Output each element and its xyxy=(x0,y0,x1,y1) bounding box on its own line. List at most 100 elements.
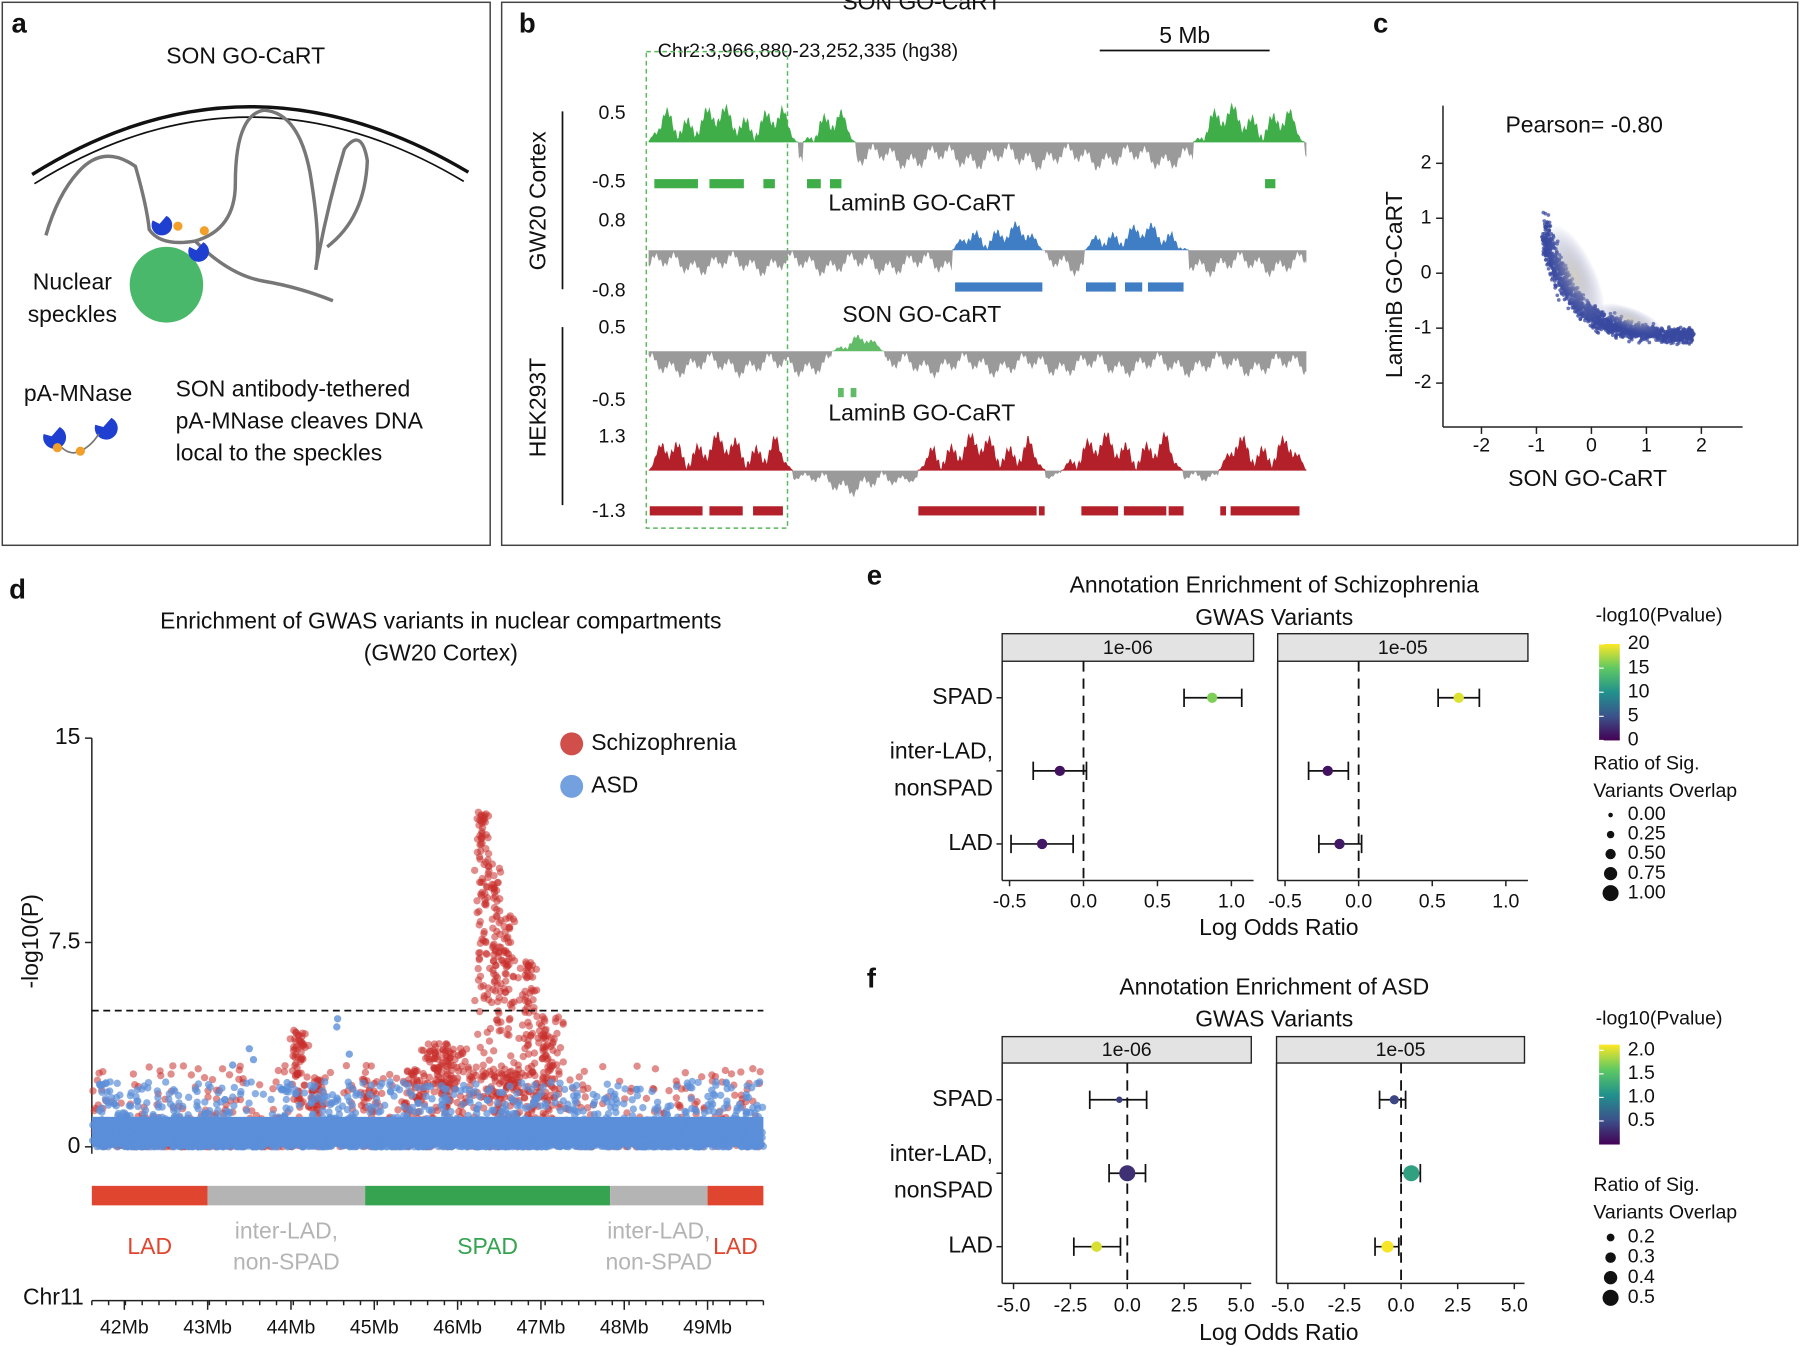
variant-point xyxy=(472,1071,480,1079)
variant-point xyxy=(114,1111,122,1120)
variant-point xyxy=(373,1123,382,1131)
compartment-label: LAD xyxy=(127,1233,172,1259)
variant-point xyxy=(525,1022,534,1030)
variant-point xyxy=(241,1121,250,1129)
variant-point xyxy=(604,1129,612,1137)
variant-point xyxy=(386,1088,395,1096)
variant-point xyxy=(475,921,483,929)
variant-point xyxy=(95,1106,104,1115)
variant-point xyxy=(476,949,484,957)
variant-point xyxy=(681,1107,689,1116)
variant-point xyxy=(97,1082,105,1090)
y-tick-label: 2 xyxy=(1421,151,1432,173)
variant-point xyxy=(533,1012,541,1021)
variant-point xyxy=(540,1043,548,1051)
density-core xyxy=(1545,224,1605,327)
variant-point xyxy=(740,1115,748,1124)
variant-point xyxy=(326,1068,335,1077)
variant-point xyxy=(484,1096,492,1105)
estimate-point xyxy=(1054,765,1066,777)
facet-strip xyxy=(1276,632,1529,662)
variant-point xyxy=(643,1130,652,1138)
track-ylim-label: -1.3 xyxy=(592,500,626,522)
variant-point xyxy=(170,1142,178,1151)
y-tick-label: 1 xyxy=(1421,206,1432,228)
size-key xyxy=(1606,830,1615,839)
variant-point xyxy=(672,1082,681,1091)
compartment-segment xyxy=(365,1185,611,1206)
variant-point xyxy=(367,1081,375,1089)
variant-point xyxy=(372,1094,381,1103)
variant-point xyxy=(446,1049,454,1057)
scatter-dot xyxy=(1656,335,1660,340)
variant-point xyxy=(736,1104,745,1112)
variant-point xyxy=(473,897,481,905)
scatter-dot xyxy=(1596,326,1601,331)
variant-point xyxy=(291,1061,299,1070)
variant-point xyxy=(500,922,508,931)
variant-point xyxy=(520,1034,528,1043)
variant-point xyxy=(469,1139,477,1147)
facet-strip xyxy=(1275,1035,1526,1064)
variant-point xyxy=(639,1104,647,1112)
variant-point xyxy=(438,1075,446,1083)
variant-point xyxy=(506,912,514,920)
x-tick-label: -2 xyxy=(1473,435,1490,457)
scatter-dot xyxy=(1553,283,1557,287)
variant-point xyxy=(416,1107,424,1116)
variant-point xyxy=(749,1141,757,1149)
domain-call xyxy=(1147,282,1184,292)
track-ylim-label: -0.8 xyxy=(592,280,626,302)
scatter-dot xyxy=(1684,340,1688,345)
scatter-dot xyxy=(1566,306,1571,311)
domain-call xyxy=(1081,506,1119,516)
variant-point xyxy=(345,1082,354,1090)
variant-point xyxy=(218,1065,227,1073)
variant-point xyxy=(515,996,524,1004)
size-key xyxy=(1608,812,1613,818)
variant-point xyxy=(162,1078,170,1086)
x-tick-label: -0.5 xyxy=(993,890,1027,912)
variant-point xyxy=(532,965,541,973)
variant-point xyxy=(523,973,531,981)
variant-point xyxy=(429,1133,438,1141)
variant-point xyxy=(244,1127,252,1135)
variant-point xyxy=(170,1106,178,1115)
variant-point xyxy=(191,1085,200,1094)
variant-point xyxy=(294,1139,303,1147)
variant-point xyxy=(324,1132,332,1140)
variant-point xyxy=(334,1105,343,1113)
variant-point xyxy=(497,1116,506,1124)
x-tick-label: 0.0 xyxy=(1070,890,1097,912)
variant-point xyxy=(318,1128,326,1136)
variant-point xyxy=(95,1142,103,1150)
x-tick-label: 1.0 xyxy=(1218,890,1245,912)
variant-point xyxy=(272,1118,280,1127)
variant-point xyxy=(417,1142,426,1151)
variant-point xyxy=(219,1143,228,1151)
variant-point xyxy=(207,1137,215,1146)
legend-marker xyxy=(560,774,584,798)
variant-point xyxy=(175,1099,183,1107)
variant-point xyxy=(510,1059,518,1067)
variant-point xyxy=(139,1115,147,1123)
variant-point xyxy=(530,987,539,995)
variant-point xyxy=(464,1111,472,1120)
variant-point xyxy=(134,1097,142,1105)
panel-label: d xyxy=(9,573,26,604)
size-label: 0.3 xyxy=(1628,1246,1655,1268)
variant-point xyxy=(683,1143,691,1151)
variant-point xyxy=(493,927,501,936)
variant-point xyxy=(304,1142,313,1151)
variant-point xyxy=(725,1143,733,1151)
variant-point xyxy=(475,1126,483,1134)
panel-title: (GW20 Cortex) xyxy=(364,639,518,665)
variant-point xyxy=(497,1107,506,1116)
variant-point xyxy=(319,1107,327,1115)
variant-point xyxy=(485,867,493,875)
variant-point xyxy=(668,1143,676,1151)
variant-point xyxy=(104,1101,113,1109)
variant-point xyxy=(386,1070,394,1079)
variant-point xyxy=(657,1115,665,1123)
scatter-dot xyxy=(1615,328,1620,332)
